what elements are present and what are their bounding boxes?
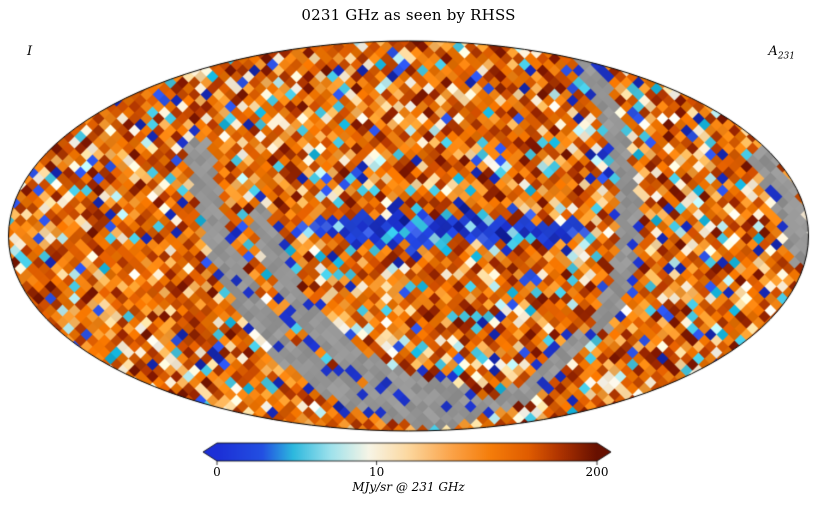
map-name-label: A231 <box>768 44 795 62</box>
stokes-parameter-label: I <box>27 44 33 59</box>
colorbar-tick-label: 10 <box>368 465 385 479</box>
colorbar-units-label: MJy/sr @ 231 GHz <box>352 480 465 494</box>
map-name-subscript: 231 <box>777 51 795 62</box>
map-name-base: A <box>768 44 778 59</box>
figure-title: 0231 GHz as seen by RHSS <box>301 6 516 24</box>
colorbar-tick-label: 0 <box>213 465 221 479</box>
colorbar-tick-label: 200 <box>585 465 609 479</box>
